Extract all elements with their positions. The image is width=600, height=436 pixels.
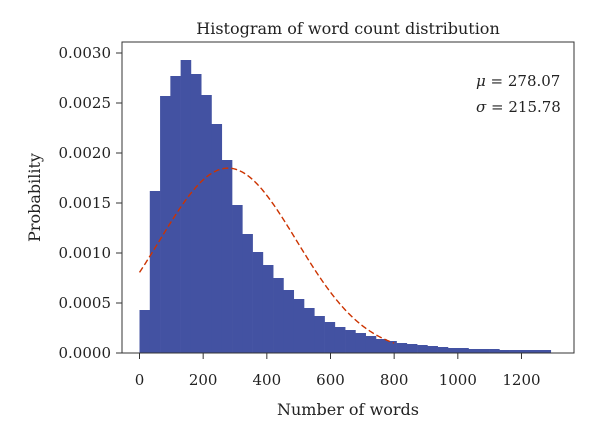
histogram-bar bbox=[180, 60, 192, 353]
histogram-bar bbox=[273, 278, 284, 353]
y-tick-label: 0.0000 bbox=[59, 344, 112, 362]
x-tick-label: 400 bbox=[253, 371, 282, 389]
x-tick-label: 600 bbox=[316, 371, 345, 389]
histogram-bar bbox=[334, 327, 346, 353]
histogram-bar bbox=[396, 343, 408, 353]
mean-annotation: μ = 278.07 bbox=[476, 72, 560, 90]
histogram-bar bbox=[365, 336, 377, 353]
histogram-bar bbox=[375, 339, 387, 353]
histogram-bar bbox=[530, 350, 541, 353]
x-tick-label: 800 bbox=[380, 371, 409, 389]
x-tick-label: 200 bbox=[189, 371, 218, 389]
histogram-bar bbox=[489, 349, 500, 353]
y-axis-label: Probability bbox=[25, 153, 44, 242]
sigma-symbol: σ bbox=[476, 98, 487, 116]
histogram-bar bbox=[540, 350, 552, 353]
y-tick-label: 0.0010 bbox=[59, 244, 112, 262]
y-tick-label: 0.0015 bbox=[59, 194, 112, 212]
chart-title: Histogram of word count distribution bbox=[196, 19, 500, 38]
histogram-bar bbox=[149, 191, 161, 353]
y-tick-label: 0.0030 bbox=[59, 44, 112, 62]
histogram-bar bbox=[468, 349, 480, 353]
histogram-bar bbox=[417, 345, 428, 353]
histogram-bar bbox=[211, 124, 223, 353]
histogram-bar bbox=[478, 349, 490, 353]
histogram-bar bbox=[458, 348, 469, 353]
histogram-bar bbox=[447, 348, 459, 353]
y-tick-label: 0.0020 bbox=[59, 144, 112, 162]
x-axis-ticks: 0 200 400 600 800 1000 1200 bbox=[135, 353, 541, 389]
histogram-bar bbox=[293, 299, 305, 353]
histogram-bar bbox=[201, 95, 212, 353]
mu-symbol: μ bbox=[476, 72, 486, 90]
histogram-bar bbox=[406, 344, 418, 353]
x-tick-label: 1000 bbox=[439, 371, 477, 389]
y-tick-label: 0.0025 bbox=[59, 94, 112, 112]
histogram-bar bbox=[221, 160, 233, 353]
histogram-bar bbox=[252, 252, 264, 353]
y-tick-label: 0.0005 bbox=[59, 294, 112, 312]
histogram-bar bbox=[499, 350, 510, 353]
histogram-bar bbox=[283, 290, 295, 353]
x-axis-label: Number of words bbox=[277, 400, 419, 419]
histogram-bar bbox=[314, 316, 325, 353]
histogram-bar bbox=[139, 310, 151, 353]
histogram-bar bbox=[437, 347, 449, 353]
mean-value: = 278.07 bbox=[486, 72, 561, 90]
histogram-bar bbox=[386, 341, 397, 353]
histogram-bar bbox=[355, 333, 366, 353]
histogram-bar bbox=[345, 330, 356, 353]
std-annotation: σ = 215.78 bbox=[476, 98, 561, 116]
histogram-bar bbox=[324, 322, 336, 353]
histogram-bar bbox=[509, 350, 521, 353]
histogram-bar bbox=[190, 74, 202, 353]
histogram-bar bbox=[427, 346, 438, 353]
std-value: = 215.78 bbox=[486, 98, 561, 116]
histogram-bar bbox=[519, 350, 531, 353]
histogram-bar bbox=[232, 205, 243, 353]
plot-frame bbox=[121, 41, 575, 354]
histogram-bar bbox=[262, 265, 274, 353]
histogram-bar bbox=[160, 96, 171, 353]
y-axis-ticks: 0.0000 0.0005 0.0010 0.0015 0.0020 0.0025 0.00… bbox=[59, 44, 122, 362]
histogram-bar bbox=[304, 308, 315, 353]
x-tick-label: 1200 bbox=[502, 371, 540, 389]
normal-fit-curve bbox=[138, 167, 395, 344]
histogram-bar bbox=[242, 234, 253, 353]
x-tick-label: 0 bbox=[135, 371, 145, 389]
